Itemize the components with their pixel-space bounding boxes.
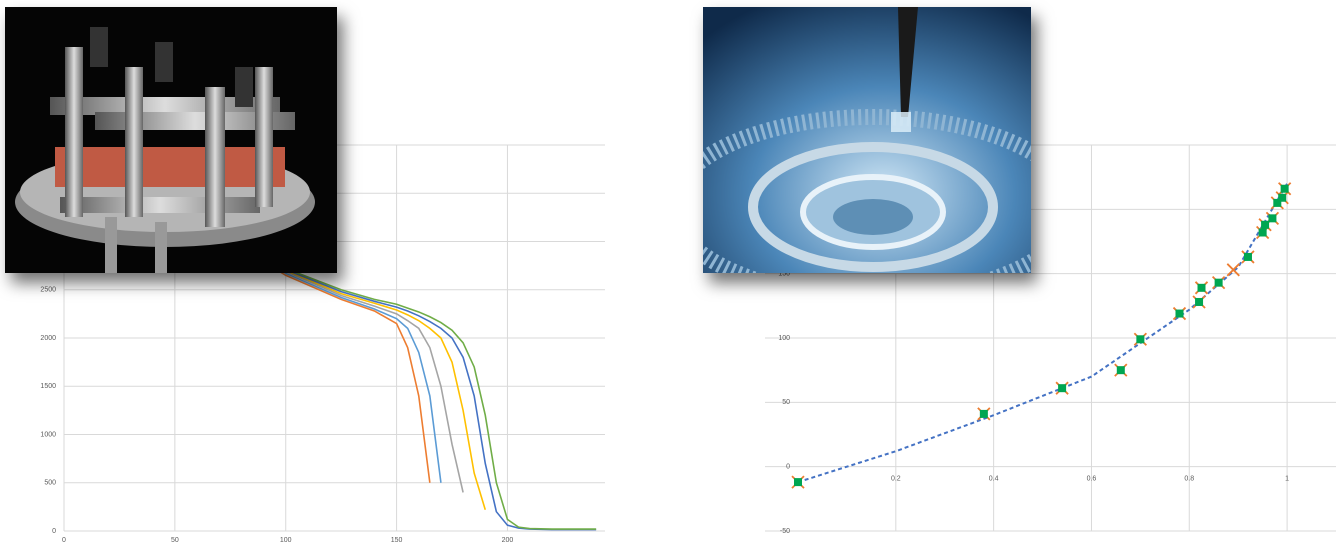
square-marker [1136,335,1144,343]
square-marker [1195,298,1203,306]
square-marker [1261,221,1269,229]
square-marker [1175,310,1183,318]
square-marker [1259,228,1267,236]
x-tick-label: 0.6 [1087,476,1097,483]
page: {"chart_data": [ {"type": "line", "x": [… [0,0,1338,546]
square-marker [1215,279,1223,287]
x-tick-label: 0.8 [1184,476,1194,483]
x-tick-label: 0.4 [989,476,999,483]
square-marker [1198,284,1206,292]
y-tick-label: 50 [782,399,790,406]
square-marker [1281,185,1289,193]
x-tick-label: 0.2 [891,476,901,483]
square-marker [980,410,988,418]
square-marker [1058,384,1066,392]
y-tick-label: -50 [780,528,790,535]
square-marker [1244,253,1252,261]
photo-clamp [5,7,337,273]
square-marker [1278,194,1286,202]
y-tick-label: 0 [786,464,790,471]
square-marker [1117,366,1125,374]
x-tick-label: 1 [1285,476,1289,483]
photo-pipette [703,7,1031,273]
y-tick-label: 100 [778,335,790,342]
square-marker [1268,214,1276,222]
square-marker [794,478,802,486]
